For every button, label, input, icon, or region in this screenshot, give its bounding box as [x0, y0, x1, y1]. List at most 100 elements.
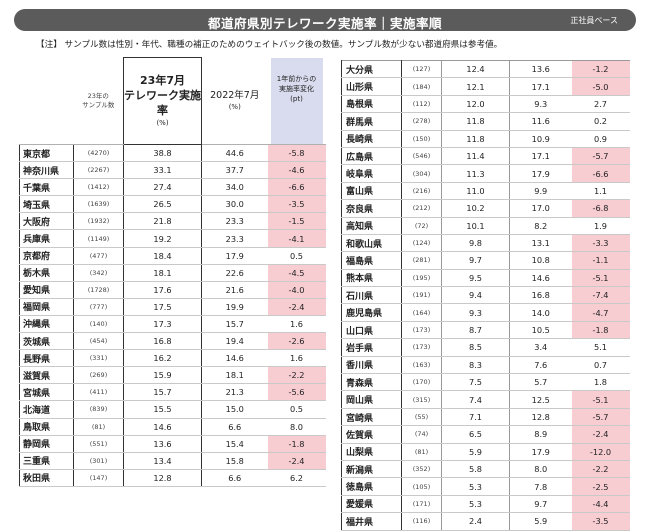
table-row: 埼玉県 (1639) 26.5 30.0 -3.5 — [19, 195, 326, 214]
rate-2023: 18.4 — [123, 247, 202, 265]
prefecture-name: 三重県 — [19, 452, 74, 470]
rate-change: -3.5 — [571, 512, 630, 531]
sample-size: (304) — [401, 164, 442, 183]
sample-size: (454) — [73, 332, 124, 351]
table-row: 青森県 (170) 7.5 5.7 1.8 — [341, 373, 630, 392]
rate-2023: 10.2 — [441, 199, 510, 218]
sample-size: (116) — [401, 512, 442, 531]
rate-2023: 11.3 — [441, 164, 510, 183]
prefecture-name: 福岡県 — [19, 298, 74, 316]
sample-size: (164) — [401, 303, 442, 322]
table-row: 兵庫県 (1149) 19.2 23.3 -4.1 — [19, 229, 326, 248]
rate-2023: 10.1 — [441, 217, 510, 235]
sample-size: (281) — [401, 251, 442, 270]
rate-2022: 12.8 — [509, 408, 572, 427]
sample-size: (477) — [73, 247, 124, 265]
rate-2023: 9.8 — [441, 234, 510, 253]
rate-2022: 17.9 — [509, 443, 572, 461]
prefecture-name: 埼玉県 — [19, 195, 74, 214]
rate-change: 6.2 — [267, 469, 326, 487]
rate-change: 5.1 — [571, 338, 630, 357]
table-row: 富山県 (216) 11.0 9.9 1.1 — [341, 182, 630, 201]
sample-size: (163) — [401, 356, 442, 375]
rate-2023: 13.4 — [123, 452, 202, 470]
prefecture-name: 愛知県 — [19, 281, 74, 299]
sample-size: (269) — [73, 366, 124, 385]
rate-2023: 9.4 — [441, 286, 510, 305]
sample-size: (184) — [401, 77, 442, 96]
table-row: 山形県 (184) 12.1 17.1 -5.0 — [341, 77, 630, 96]
prefecture-name: 徳島県 — [341, 477, 402, 496]
table-row: 和歌山県 (124) 9.8 13.1 -3.3 — [341, 234, 630, 253]
rate-2023: 16.2 — [123, 349, 202, 368]
rate-2022: 23.3 — [201, 212, 268, 231]
rate-2023: 18.1 — [123, 264, 202, 282]
table-row: 鹿児島県 (164) 9.3 14.0 -4.7 — [341, 303, 630, 322]
table-row: 広島県 (546) 11.4 17.1 -5.7 — [341, 147, 630, 166]
rate-2022: 17.0 — [509, 199, 572, 218]
rate-change: 0.5 — [267, 400, 326, 419]
rate-change: -3.5 — [267, 195, 326, 214]
rate-2023: 9.3 — [441, 303, 510, 322]
prefecture-name: 島根県 — [341, 95, 402, 114]
sample-size: (150) — [401, 130, 442, 148]
rate-change: -4.4 — [571, 495, 630, 514]
rate-change: 2.7 — [571, 95, 630, 114]
prefecture-name: 静岡県 — [19, 435, 74, 453]
table-row: 愛知県 (1728) 17.6 21.6 -4.0 — [19, 281, 326, 299]
rate-2023: 15.9 — [123, 366, 202, 385]
prefecture-name: 香川県 — [341, 356, 402, 375]
sample-size: (278) — [401, 112, 442, 131]
rate-2023: 17.5 — [123, 298, 202, 316]
table-row: 大阪府 (1932) 21.8 23.3 -1.5 — [19, 212, 326, 231]
rate-2022: 14.6 — [201, 349, 268, 368]
prefecture-name: 千葉県 — [19, 178, 74, 197]
sample-size: (72) — [401, 217, 442, 235]
table-row: 石川県 (191) 9.4 16.8 -7.4 — [341, 286, 630, 305]
rate-2023: 12.0 — [441, 95, 510, 114]
rate-2022: 10.9 — [509, 130, 572, 148]
prefecture-name: 愛媛県 — [341, 495, 402, 514]
rate-2022: 23.3 — [201, 229, 268, 248]
table-row: 宮崎県 (55) 7.1 12.8 -5.7 — [341, 408, 630, 427]
table-row: 熊本県 (195) 9.5 14.6 -5.1 — [341, 269, 630, 288]
rate-change: -5.7 — [571, 147, 630, 166]
prefecture-name: 福島県 — [341, 251, 402, 270]
table-row: 愛媛県 (171) 5.3 9.7 -4.4 — [341, 495, 630, 514]
rate-2022: 30.0 — [201, 195, 268, 214]
rate-2022-unit: (%) — [228, 102, 241, 111]
table-row: 鳥取県 (81) 14.6 6.6 8.0 — [19, 418, 326, 436]
table-row: 佐賀県 (74) 6.5 8.9 -2.4 — [341, 425, 630, 444]
page: 都道府県別テレワーク実施率｜実施率順 正社員ベース 【注】 サンプル数は性別・年… — [14, 9, 636, 531]
rate-2023: 17.6 — [123, 281, 202, 299]
rate-2022: 44.6 — [201, 144, 268, 163]
rate-2023: 12.4 — [441, 60, 510, 79]
rate-2022: 18.1 — [201, 366, 268, 385]
rate-2022: 15.7 — [201, 315, 268, 334]
sample-size: (212) — [401, 199, 442, 218]
sample-size: (331) — [73, 349, 124, 368]
table-row: 島根県 (112) 12.0 9.3 2.7 — [341, 95, 630, 114]
rate-change: -3.3 — [571, 234, 630, 253]
rate-2023: 8.7 — [441, 321, 510, 340]
sample-size: (173) — [401, 338, 442, 357]
prefecture-name: 新潟県 — [341, 460, 402, 479]
table-row: 山梨県 (81) 5.9 17.9 -12.0 — [341, 443, 630, 461]
table-row: 北海道 (839) 15.5 15.0 0.5 — [19, 400, 326, 419]
rate-2023: 5.3 — [441, 477, 510, 496]
rate-change: 0.9 — [571, 130, 630, 148]
prefecture-name: 宮城県 — [19, 383, 74, 402]
rate-2022: 8.0 — [509, 460, 572, 479]
sample-size: (839) — [73, 400, 124, 419]
sample-size: (170) — [401, 373, 442, 392]
page-title: 都道府県別テレワーク実施率｜実施率順 — [207, 16, 442, 31]
change-header-line2: 実施率変化 — [279, 84, 314, 93]
rate-2023: 8.3 — [441, 356, 510, 375]
prefecture-name: 神奈川県 — [19, 161, 74, 180]
prefecture-name: 京都府 — [19, 247, 74, 265]
sample-size: (2267) — [73, 161, 124, 180]
sample-size: (301) — [73, 452, 124, 470]
table-row: 岐阜県 (304) 11.3 17.9 -6.6 — [341, 164, 630, 183]
sample-size-header-line2: サンプル数 — [82, 100, 115, 109]
rate-2022: 10.8 — [509, 251, 572, 270]
